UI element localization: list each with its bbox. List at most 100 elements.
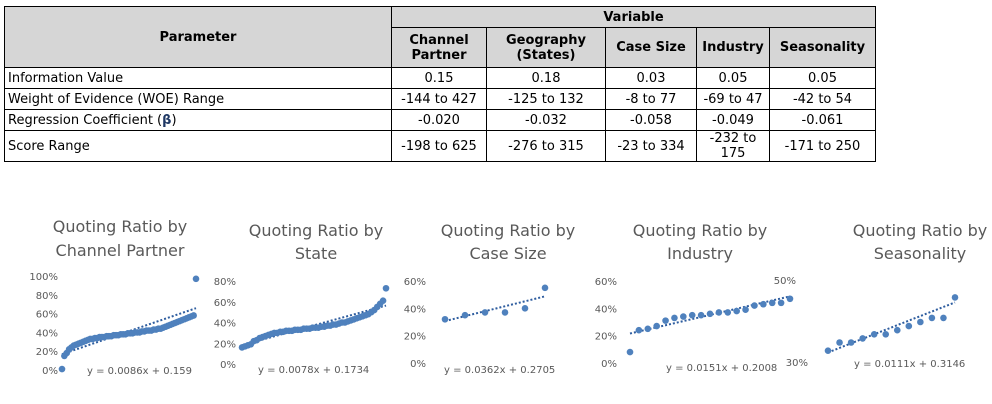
- parameter-header: Parameter: [4, 6, 392, 68]
- data-point: [662, 317, 669, 324]
- y-tick-label: 60%: [36, 310, 58, 321]
- y-tick-label: 60%: [404, 277, 426, 288]
- data-point: [847, 339, 855, 346]
- data-point: [441, 315, 449, 323]
- data-point: [382, 284, 390, 292]
- y-tick-label: 50%: [774, 276, 796, 287]
- row-label-end: ): [171, 112, 177, 128]
- data-point: [951, 294, 959, 301]
- y-tick-label: 40%: [404, 304, 426, 315]
- data-point: [733, 307, 740, 315]
- chart-title-line: Seasonality: [874, 244, 967, 263]
- y-tick-label: 60%: [214, 298, 236, 309]
- data-point: [836, 339, 843, 346]
- table-cell: -144 to 427: [391, 88, 487, 110]
- data-point: [893, 326, 901, 334]
- trendline-equation: y = 0.0151x + 0.2008: [666, 363, 777, 374]
- column-header-channel-partner: Channel Partner: [391, 27, 487, 68]
- y-tick-label: 30%: [786, 358, 808, 369]
- chart-title-line: Industry: [667, 244, 733, 263]
- y-tick-label: 20%: [595, 332, 617, 343]
- y-tick-label: 80%: [36, 291, 58, 302]
- table-cell: -0.058: [605, 109, 697, 131]
- y-tick-label: 0%: [601, 359, 617, 370]
- trendline: [444, 295, 546, 323]
- table-cell: -125 to 132: [486, 88, 606, 110]
- row-label: Weight of Evidence (WOE) Range: [4, 88, 392, 110]
- y-tick-label: 20%: [36, 347, 58, 358]
- data-point: [777, 299, 785, 307]
- data-point: [917, 318, 924, 326]
- data-point: [688, 311, 696, 319]
- chart-title-line: State: [295, 244, 337, 263]
- data-point: [940, 314, 947, 322]
- table-row: Information Value 0.15 0.18 0.03 0.05 0.…: [4, 67, 876, 89]
- table-cell: -171 to 250: [769, 130, 876, 162]
- variable-header: Variable: [391, 6, 876, 28]
- data-point: [928, 314, 936, 322]
- chart-title-line: Quoting Ratio by: [441, 221, 575, 240]
- y-tick-label: 20%: [214, 339, 236, 350]
- row-label: Score Range: [4, 130, 392, 162]
- y-tick-label: 40%: [595, 304, 617, 315]
- data-point: [870, 331, 878, 338]
- data-point: [760, 300, 767, 308]
- table-cell: -198 to 625: [391, 130, 487, 162]
- data-point: [671, 314, 678, 322]
- table-cell: 0.03: [605, 67, 697, 89]
- table-cell: -0.061: [769, 109, 876, 131]
- table-cell: 0.05: [769, 67, 876, 89]
- row-label: Regression Coefficient (β): [4, 109, 392, 131]
- table-cell: -276 to 315: [486, 130, 606, 162]
- chart-title-line: Quoting Ratio by: [249, 221, 383, 240]
- y-tick-label: 100%: [29, 272, 58, 283]
- y-tick-label: 20%: [404, 332, 426, 343]
- data-point: [541, 284, 549, 292]
- row-label-text: Regression Coefficient (: [8, 112, 163, 128]
- table-row: Score Range -198 to 625 -276 to 315 -23 …: [4, 130, 876, 162]
- data-point: [192, 275, 200, 283]
- data-point: [521, 305, 529, 312]
- y-tick-label: 0%: [410, 359, 426, 370]
- data-point: [724, 309, 732, 316]
- table-cell: -232 to 175: [696, 130, 770, 162]
- data-point: [751, 302, 758, 309]
- data-point: [697, 311, 705, 319]
- y-tick-label: 80%: [214, 277, 236, 288]
- data-point: [379, 297, 387, 305]
- chart-title-line: Channel Partner: [56, 241, 185, 260]
- y-tick-label: 0%: [220, 360, 236, 371]
- table-cell: -0.032: [486, 109, 606, 131]
- y-tick-label: 40%: [214, 319, 236, 330]
- column-header-case-size: Case Size: [605, 27, 697, 68]
- data-point: [653, 322, 660, 330]
- data-point: [715, 309, 723, 316]
- trendline-equation: y = 0.0362x + 0.2705: [444, 365, 555, 376]
- data-point: [824, 347, 832, 355]
- data-point: [461, 311, 469, 319]
- table-row: Weight of Evidence (WOE) Range -144 to 4…: [4, 88, 876, 110]
- data-point: [706, 310, 714, 318]
- data-point: [882, 331, 890, 338]
- data-point: [501, 309, 509, 316]
- y-tick-label: 60%: [595, 277, 617, 288]
- beta-symbol: β: [162, 112, 172, 128]
- data-point: [481, 309, 489, 316]
- y-tick-label: 0%: [42, 366, 58, 377]
- y-tick-label: 40%: [36, 328, 58, 339]
- trendline-equation: y = 0.0111x + 0.3146: [854, 359, 965, 370]
- chart-title-line: Quoting Ratio by: [853, 221, 987, 240]
- table-cell: -69 to 47: [696, 88, 770, 110]
- chart-title-line: Quoting Ratio by: [53, 217, 187, 236]
- data-point: [680, 313, 687, 320]
- data-point: [635, 326, 643, 334]
- data-point: [644, 325, 652, 333]
- column-header-seasonality: Seasonality: [769, 27, 876, 68]
- trendline-equation: y = 0.0078x + 0.1734: [258, 365, 369, 376]
- column-header-geography: Geography (States): [486, 27, 606, 68]
- data-point: [905, 322, 913, 330]
- trendline-equation: y = 0.0086x + 0.159: [87, 366, 192, 377]
- table-row: Regression Coefficient (β) -0.020 -0.032…: [4, 109, 876, 131]
- data-point: [190, 312, 197, 319]
